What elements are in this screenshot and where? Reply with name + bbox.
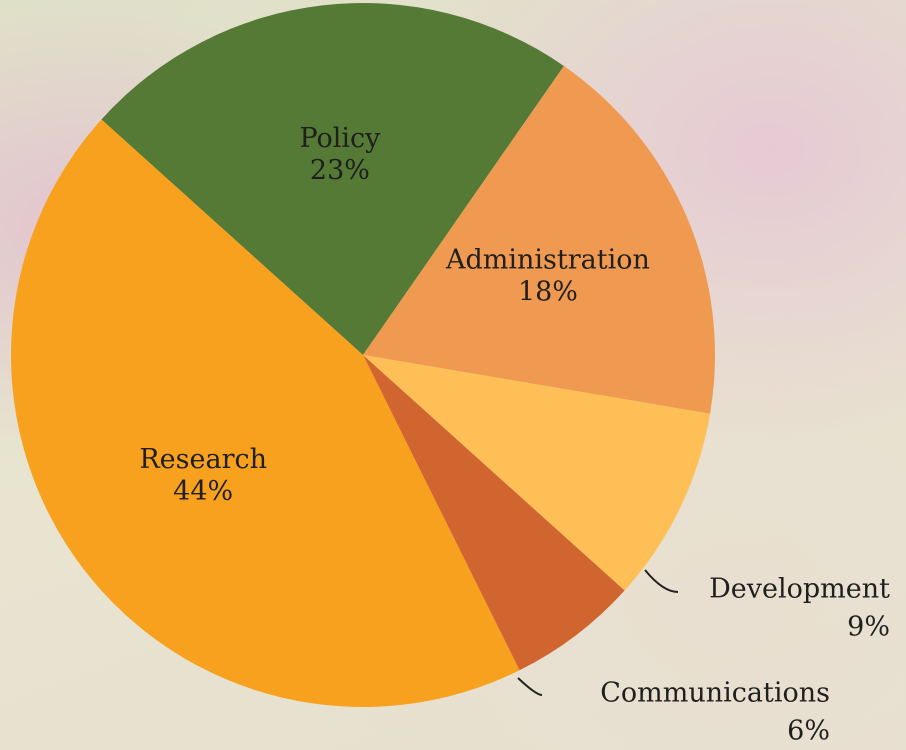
pie-slice [363,355,711,591]
pie-slice [101,2,564,355]
pie-slice [363,355,625,671]
slice-label: Development [709,574,890,605]
slice-value-label: 6% [787,716,830,747]
leader-line [517,677,543,696]
slice-label: Research [139,444,267,475]
pie-slice [363,65,716,414]
pie-slice [10,119,520,708]
slice-value-label: 9% [847,612,890,643]
slice-label: Communications [600,678,830,709]
slice-label: Policy [299,123,381,154]
slice-value-label: 18% [518,277,578,308]
leader-line [644,569,679,593]
slice-value-label: 23% [310,155,370,186]
slice-label: Administration [445,245,650,276]
slice-value-label: 44% [173,476,233,507]
